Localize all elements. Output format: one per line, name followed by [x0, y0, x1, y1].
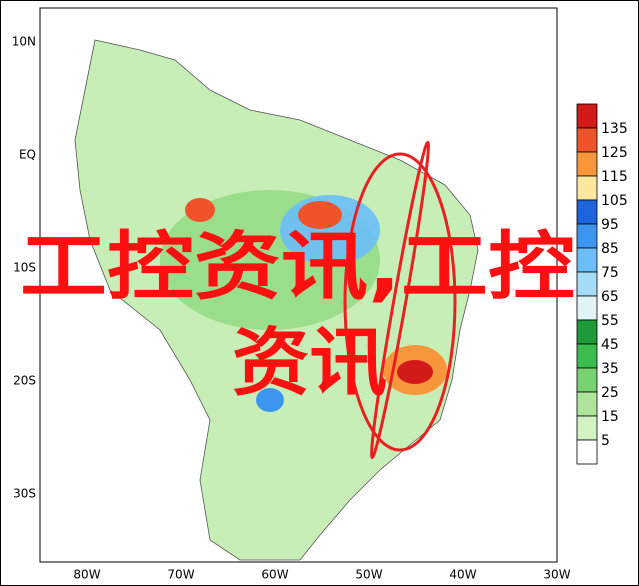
colorbar-swatch: [576, 103, 598, 129]
colorbar-label: 85: [601, 241, 619, 257]
colorbar-swatch: [576, 415, 598, 441]
lon-label: 60W: [261, 568, 288, 582]
lon-label: 40W: [449, 568, 476, 582]
map-area: [39, 7, 558, 563]
colorbar-label: 5: [601, 433, 610, 449]
colorbar-swatch: [576, 343, 598, 369]
colorbar-swatch: [576, 175, 598, 201]
highlight-ellipse: [343, 152, 457, 452]
colorbar-swatch: [576, 151, 598, 177]
lat-label: 10N: [12, 35, 36, 49]
colorbar-label: 125: [601, 145, 628, 161]
lat-label: EQ: [19, 148, 36, 162]
rain-area: [256, 388, 284, 412]
colorbar-swatch: [576, 127, 598, 153]
colorbar-swatch: [576, 439, 598, 465]
watermark: 工控资讯,工控: [20, 224, 575, 310]
colorbar-label: 15: [601, 409, 619, 425]
colorbar-label: 75: [601, 265, 619, 281]
lon-label: 70W: [167, 568, 194, 582]
colorbar-label: 115: [601, 169, 628, 185]
colorbar-swatch: [576, 247, 598, 273]
colorbar-label: 35: [601, 361, 619, 377]
axis-labels: 10N EQ 10S 20S 30S 80W 70W 60W 50W 40W 30W: [12, 35, 571, 582]
colorbar-label: 25: [601, 385, 619, 401]
colorbar: 135 125 115 105 95 85 75 65 55 45 35 25 15 5: [576, 103, 628, 465]
colorbar-label: 55: [601, 313, 619, 329]
highlight-ellipse: [370, 140, 430, 460]
colorbar-swatch: [576, 367, 598, 393]
colorbar-label: 45: [601, 337, 619, 353]
lat-label: 30S: [13, 487, 36, 501]
lon-label: 50W: [355, 568, 382, 582]
rain-area: [298, 201, 342, 229]
lat-label: 10S: [13, 261, 36, 275]
colorbar-swatch: [576, 223, 598, 249]
lon-label: 30W: [543, 568, 570, 582]
colorbar-label: 65: [601, 289, 619, 305]
colorbar-swatch: [576, 199, 598, 225]
colorbar-label: 135: [601, 121, 628, 137]
lon-label: 80W: [73, 568, 100, 582]
colorbar-swatch: [576, 271, 598, 297]
lat-label: 20S: [13, 374, 36, 388]
colorbar-swatch: [576, 319, 598, 345]
watermark: 资讯: [232, 320, 387, 406]
rain-area: [397, 360, 433, 384]
colorbar-label: 95: [601, 217, 619, 233]
colorbar-label: 105: [601, 193, 628, 209]
colorbar-swatch: [576, 295, 598, 321]
colorbar-swatch: [576, 391, 598, 417]
rain-area: [185, 198, 215, 222]
